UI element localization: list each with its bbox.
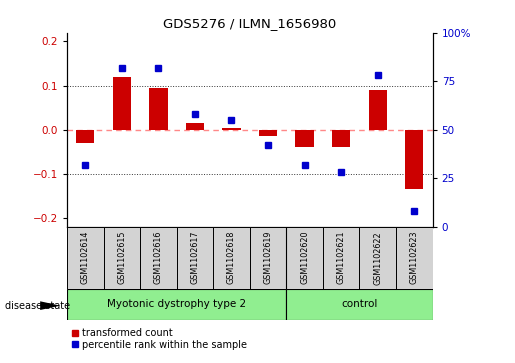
Bar [140,227,177,289]
Text: disease state: disease state [5,301,70,311]
Title: GDS5276 / ILMN_1656980: GDS5276 / ILMN_1656980 [163,17,336,30]
Bar [113,77,131,130]
Bar [222,127,241,130]
Bar [213,227,250,289]
Text: GSM1102616: GSM1102616 [154,231,163,285]
Text: GSM1102615: GSM1102615 [117,231,126,285]
Text: GSM1102623: GSM1102623 [410,231,419,285]
Bar [250,227,286,289]
Bar [149,88,167,130]
Bar [259,130,277,136]
Bar [332,130,350,147]
Bar [67,227,104,289]
Text: GSM1102617: GSM1102617 [191,231,199,285]
Text: GSM1102618: GSM1102618 [227,231,236,285]
Bar [359,227,396,289]
Bar [286,227,323,289]
Text: GSM1102620: GSM1102620 [300,231,309,285]
Bar [396,227,433,289]
Bar [104,227,140,289]
Polygon shape [40,301,60,310]
Text: control: control [341,299,377,309]
Bar [286,289,433,320]
Text: Myotonic dystrophy type 2: Myotonic dystrophy type 2 [107,299,246,309]
Bar [67,289,286,320]
Text: GSM1102621: GSM1102621 [337,231,346,285]
Legend: transformed count, percentile rank within the sample: transformed count, percentile rank withi… [72,328,247,350]
Text: GSM1102619: GSM1102619 [264,231,272,285]
Bar [405,130,423,189]
Text: GSM1102622: GSM1102622 [373,231,382,285]
Bar [76,130,94,143]
Bar [369,90,387,130]
Bar [177,227,213,289]
Text: GSM1102614: GSM1102614 [81,231,90,285]
Bar [323,227,359,289]
Bar [296,130,314,147]
Bar [186,123,204,130]
